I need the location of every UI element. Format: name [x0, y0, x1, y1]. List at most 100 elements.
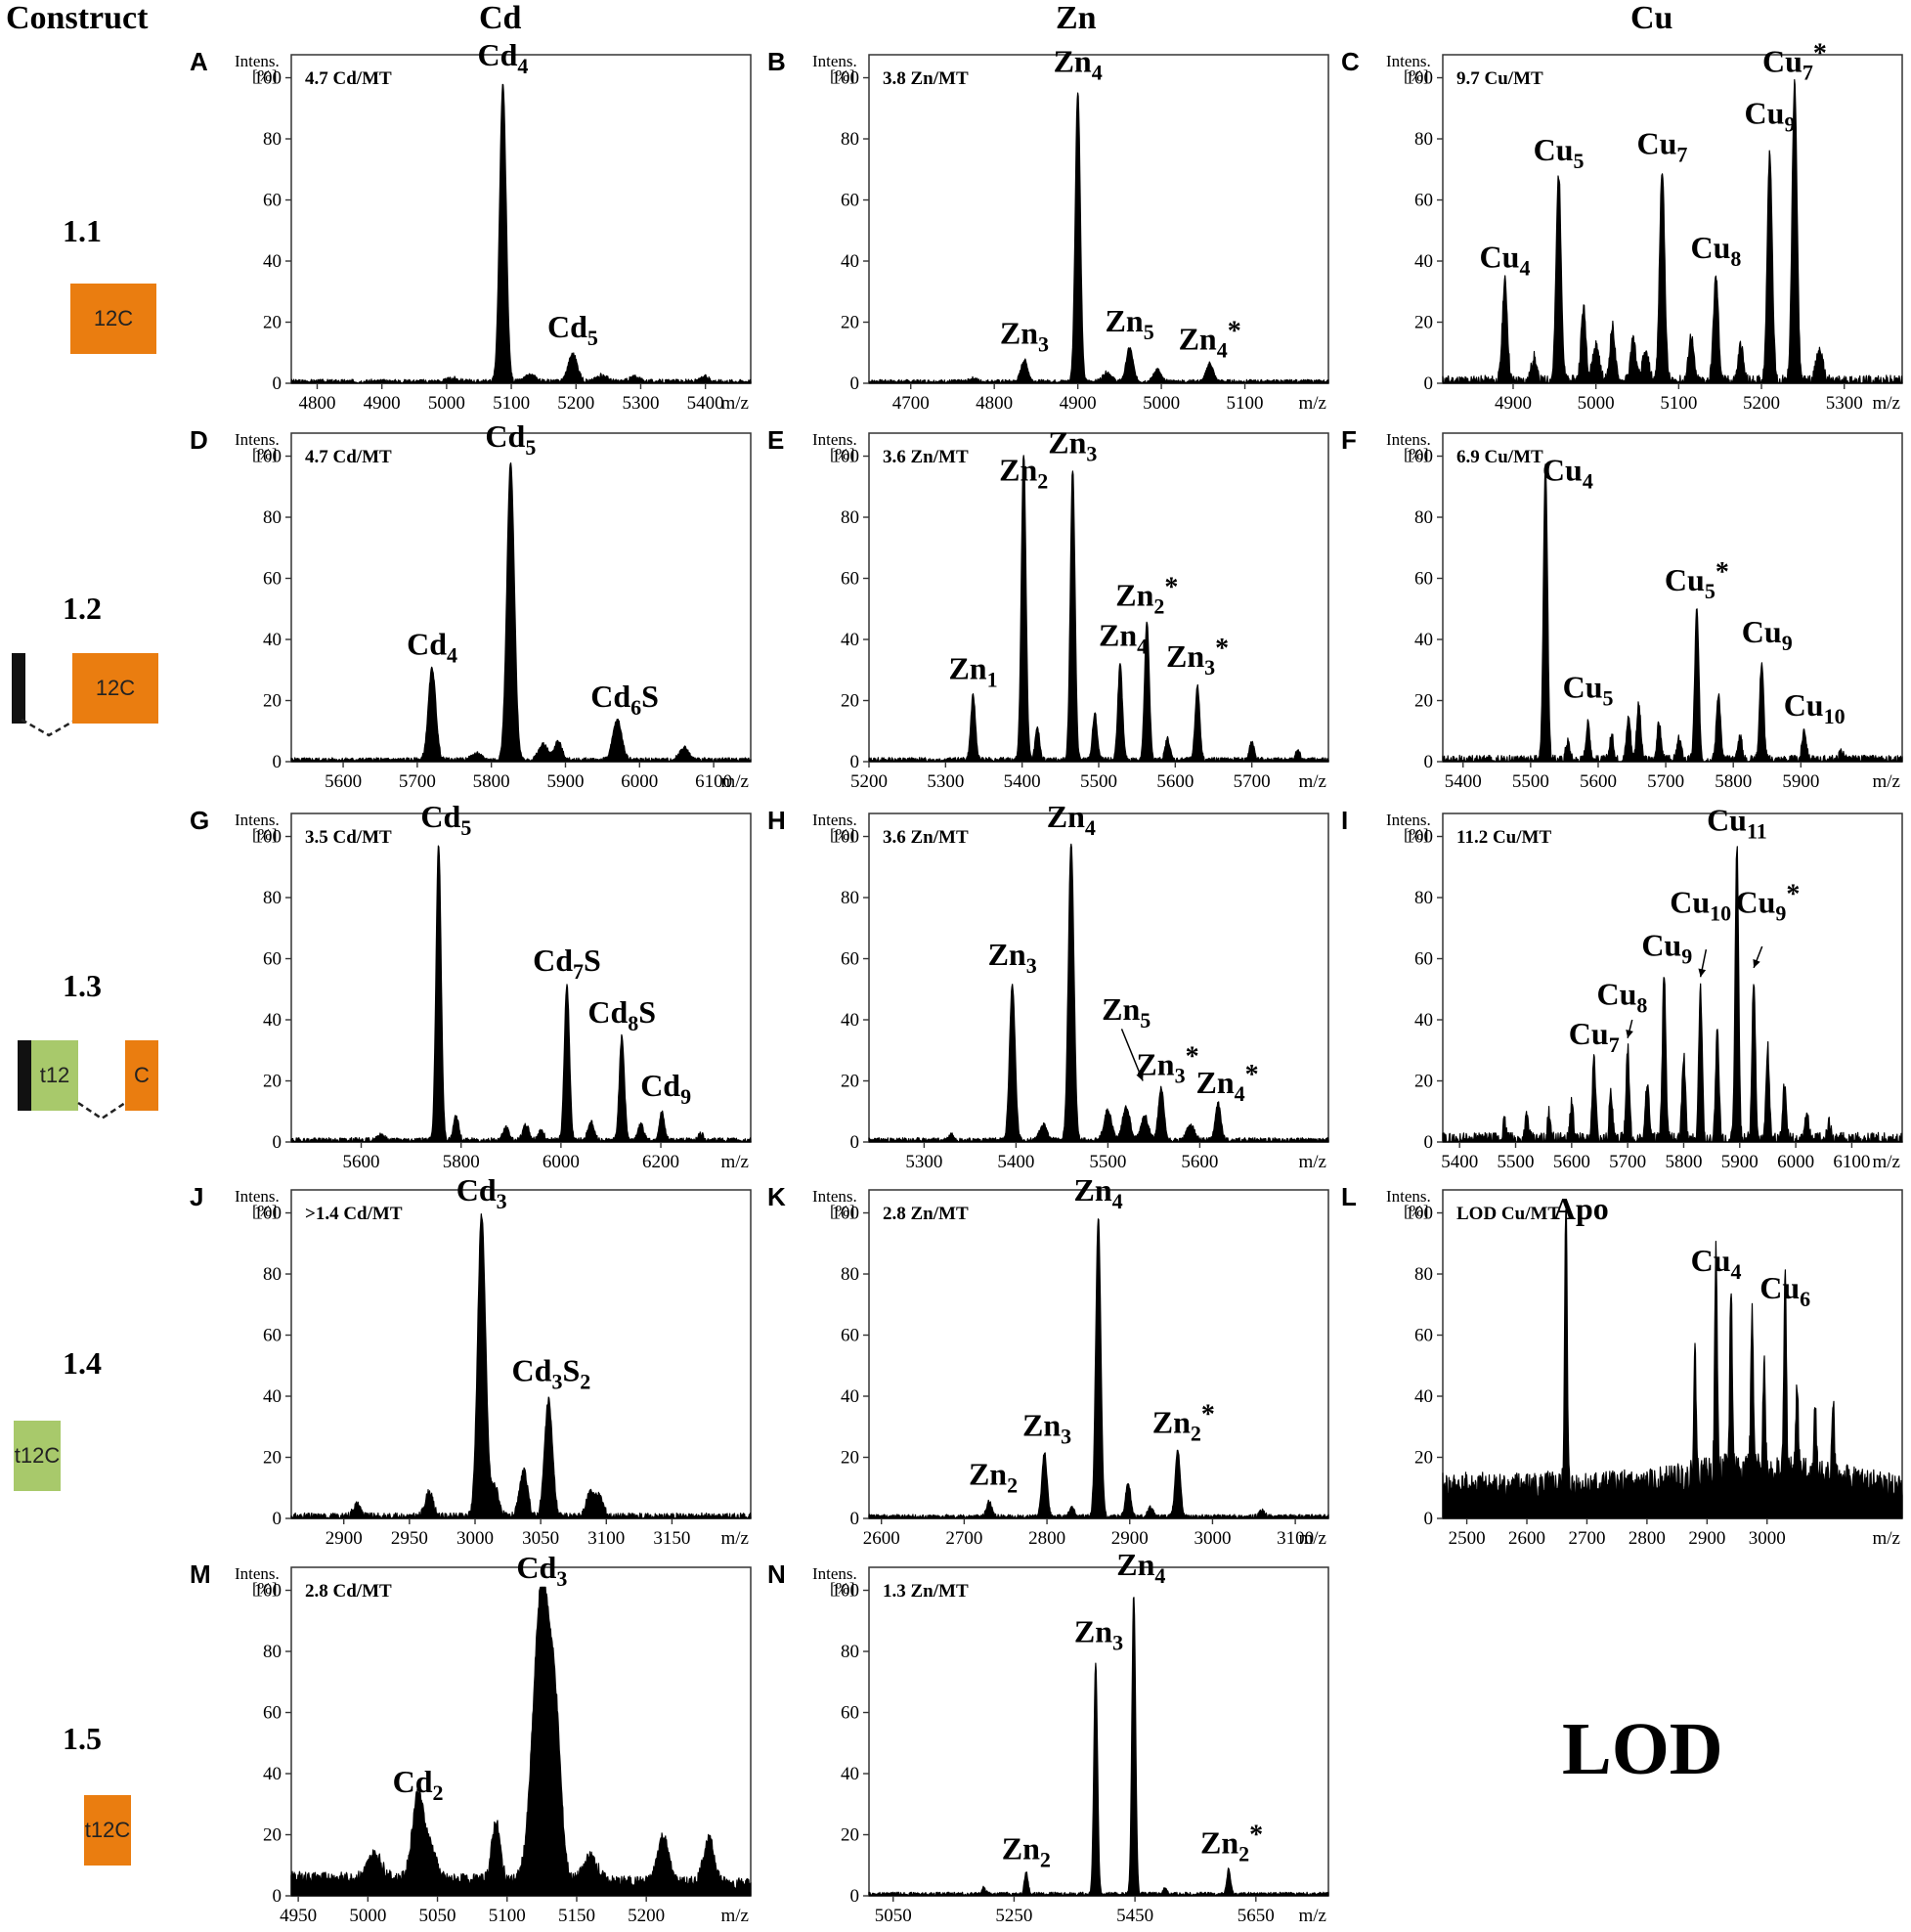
peak-label: Apo	[1553, 1191, 1609, 1226]
x-axis-label: m/z	[1299, 393, 1327, 414]
y-tick-label: 80	[263, 888, 282, 908]
x-tick-label: 5500	[1089, 1152, 1126, 1172]
stoichiometry-label: 3.5 Cd/MT	[305, 827, 392, 848]
peak-label: Cd2	[393, 1764, 444, 1805]
peak-label: Cu11	[1707, 802, 1767, 843]
y-tick-label: 20	[263, 1072, 282, 1092]
plot-frame	[290, 1566, 752, 1897]
x-axis-label: m/z	[721, 771, 750, 792]
y-tick-label: 100	[832, 1581, 860, 1602]
plot-frame	[1442, 1189, 1903, 1519]
x-tick-label: 5300	[905, 1152, 942, 1172]
panel-h: H Intens.[%] 0 20 40 60 80 100 5300 5400 5500 5600 m…	[767, 799, 1329, 1172]
y-tick-label: 40	[263, 1010, 282, 1031]
peak-label: Cu9*	[1735, 880, 1800, 926]
y-tick-label: 100	[1406, 827, 1434, 848]
y-tick-label: 80	[841, 1642, 859, 1662]
x-tick-label: 5600	[325, 771, 362, 792]
y-tick-label: 40	[263, 1764, 282, 1784]
x-tick-label: 5200	[557, 393, 594, 414]
plot-frame	[290, 54, 752, 384]
spectrum-trace	[290, 1586, 752, 1897]
peak-label: Cu4	[1691, 1243, 1742, 1284]
peak-label: Zn2	[969, 1457, 1018, 1498]
x-tick-label: 5200	[850, 771, 888, 792]
stoichiometry-label: 6.9 Cu/MT	[1456, 447, 1543, 467]
annotation-arrow	[1120, 1029, 1144, 1081]
spectrum-trace	[868, 455, 1329, 763]
panel-f: F Intens.[%] 0 20 40 60 80 100 5400 5500 5600 5700 5…	[1341, 425, 1903, 792]
x-tick-label: 5700	[1234, 771, 1271, 792]
x-axis-label: m/z	[1873, 1528, 1901, 1549]
construct-1-2-leader	[12, 653, 25, 724]
x-tick-label: 5650	[1238, 1906, 1275, 1926]
x-tick-label: 5900	[1782, 771, 1819, 792]
x-tick-label: 5500	[1512, 771, 1549, 792]
y-axis-label: Intens.	[235, 811, 280, 829]
panel-letter: M	[190, 1559, 211, 1589]
y-axis-label: Intens.	[1386, 1187, 1431, 1206]
y-tick-label: 0	[273, 1132, 282, 1153]
x-tick-label: 3150	[653, 1528, 690, 1549]
x-tick-label: 5800	[443, 1152, 480, 1172]
peak-label: Zn3	[1022, 1408, 1071, 1449]
y-tick-label: 60	[841, 1326, 859, 1346]
peak-label: Zn4	[1116, 1547, 1165, 1588]
x-tick-label: 5000	[428, 393, 465, 414]
panel-k: K Intens.[%] 0 20 40 60 80 100 2600 2700 2800 2900 3…	[767, 1172, 1329, 1549]
y-tick-label: 100	[1406, 1204, 1434, 1224]
stoichiometry-label: >1.4 Cd/MT	[305, 1204, 403, 1224]
y-tick-label: 40	[263, 251, 282, 272]
x-tick-label: 3000	[456, 1528, 494, 1549]
x-tick-label: 3100	[587, 1528, 625, 1549]
y-axis-label: Intens.	[235, 52, 280, 70]
y-tick-label: 0	[850, 1132, 860, 1153]
x-tick-label: 5600	[343, 1152, 380, 1172]
panel-i: I Intens.[%] 0 20 40 60 80 100 5400 5500 5600 5700 5…	[1341, 802, 1903, 1172]
y-axis-label: Intens.	[1386, 811, 1431, 829]
panel-letter: H	[767, 806, 786, 835]
x-tick-label: 6100	[695, 771, 732, 792]
x-axis-label: m/z	[721, 1906, 750, 1926]
row-label-1-1: 1.1	[63, 213, 102, 248]
y-tick-label: 40	[841, 251, 859, 272]
y-axis-unit: [%]	[830, 825, 854, 844]
x-tick-label: 5450	[1116, 1906, 1153, 1926]
x-tick-label: 3050	[522, 1528, 559, 1549]
x-axis-label: m/z	[721, 1152, 750, 1172]
y-tick-label: 60	[1414, 1326, 1433, 1346]
column-header-cu: Cu	[1630, 0, 1673, 36]
y-tick-label: 40	[1414, 1386, 1433, 1407]
peak-label: Cu7	[1636, 126, 1687, 167]
plot-frame	[1442, 54, 1903, 384]
x-tick-label: 5000	[1578, 393, 1615, 414]
y-tick-label: 40	[263, 1386, 282, 1407]
peak-label: Zn2	[1002, 1831, 1051, 1872]
y-tick-label: 80	[1414, 888, 1433, 908]
y-tick-label: 20	[263, 1448, 282, 1469]
plot-frame	[868, 432, 1329, 763]
y-axis-label: Intens.	[1386, 52, 1431, 70]
stoichiometry-label: 11.2 Cu/MT	[1456, 827, 1551, 848]
x-tick-label: 4800	[298, 393, 335, 414]
peak-label: Zn1	[948, 651, 997, 692]
construct-1-2-linker	[21, 718, 77, 737]
y-tick-label: 80	[1414, 1264, 1433, 1285]
peak-label: Cu8	[1691, 230, 1742, 271]
x-tick-label: 5200	[628, 1906, 665, 1926]
x-tick-label: 5400	[1445, 771, 1482, 792]
y-tick-label: 40	[841, 630, 859, 650]
y-tick-label: 20	[263, 313, 282, 333]
y-axis-unit: [%]	[252, 66, 277, 85]
construct-1-3-leader	[18, 1040, 31, 1111]
stoichiometry-label: 2.8 Cd/MT	[305, 1581, 392, 1602]
x-tick-label: 5700	[1647, 771, 1684, 792]
stoichiometry-label: LOD Cu/MT	[1456, 1204, 1560, 1224]
y-axis-unit: [%]	[252, 1579, 277, 1598]
plot-frame	[1442, 432, 1903, 763]
panel-b: B Intens.[%] 0 20 40 60 80 100 4700 4800 4900 5000 5…	[767, 43, 1329, 414]
spectrum-trace	[868, 1597, 1329, 1897]
panel-l: L Intens.[%] 0 20 40 60 80 100 2500 2600 2700 2800 2…	[1341, 1182, 1903, 1549]
peak-label: Cu5	[1534, 132, 1585, 173]
